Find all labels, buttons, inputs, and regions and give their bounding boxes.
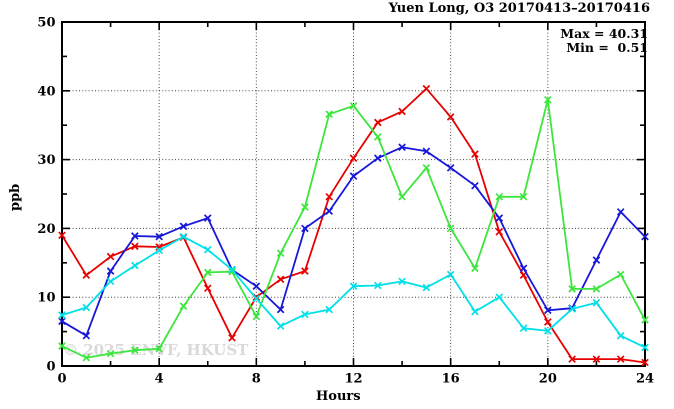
x-tick-label: 12 bbox=[344, 372, 362, 387]
axis-frame bbox=[61, 21, 646, 367]
x-tick-label: 0 bbox=[57, 372, 66, 387]
x-tick-label: 16 bbox=[442, 372, 460, 387]
max-min-annotation: Max = 40.31 Min = 0.51 bbox=[560, 27, 648, 55]
y-tick-label: 30 bbox=[37, 153, 55, 168]
y-axis-title: ppb bbox=[8, 183, 23, 211]
x-tick-label: 8 bbox=[252, 372, 261, 387]
y-tick-label: 50 bbox=[37, 16, 55, 31]
series-cyan-markers bbox=[58, 232, 649, 352]
x-tick-label: 24 bbox=[636, 372, 654, 387]
x-tick-label: 4 bbox=[155, 372, 164, 387]
min-value-label: Min = 0.51 bbox=[566, 40, 648, 55]
y-tick-label: 10 bbox=[37, 291, 55, 306]
y-tick-label: 0 bbox=[46, 360, 55, 375]
x-tick-label: 20 bbox=[539, 372, 557, 387]
series-green-markers bbox=[58, 95, 649, 362]
chart-title: Yuen Long, O3 20170413–20170416 bbox=[388, 1, 650, 16]
max-value-label: Max = 40.31 bbox=[560, 26, 648, 41]
series-blue-markers bbox=[58, 143, 649, 340]
y-tick-label: 20 bbox=[37, 222, 55, 237]
x-axis-title: Hours bbox=[316, 389, 361, 404]
y-tick-label: 40 bbox=[37, 84, 55, 99]
